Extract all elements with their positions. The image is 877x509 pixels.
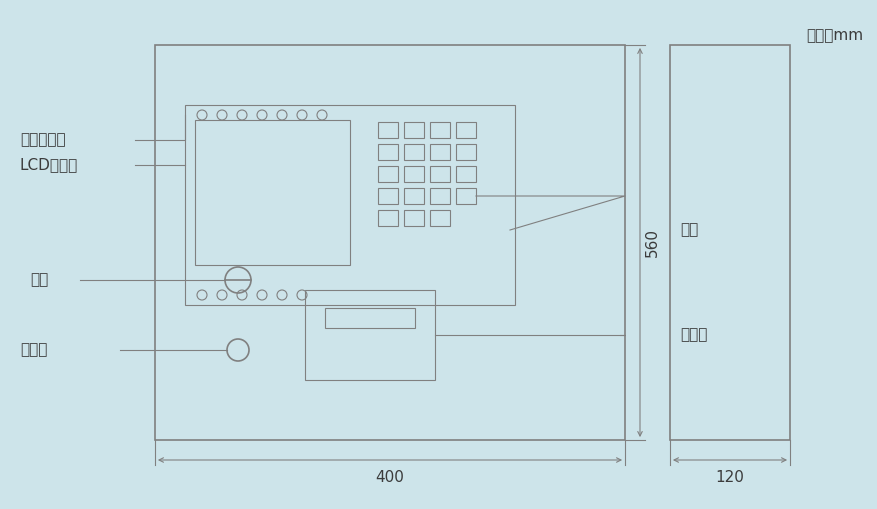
Bar xyxy=(403,210,424,226)
Text: 单位：mm: 单位：mm xyxy=(805,28,862,43)
Bar xyxy=(155,45,624,440)
Bar xyxy=(430,166,450,182)
Text: 扬声器: 扬声器 xyxy=(20,343,47,357)
Bar xyxy=(185,105,515,305)
Bar xyxy=(403,166,424,182)
Bar xyxy=(378,122,397,138)
Bar xyxy=(403,188,424,204)
Bar xyxy=(378,144,397,160)
Text: 打印机: 打印机 xyxy=(679,327,707,343)
Text: 400: 400 xyxy=(375,470,404,486)
Bar xyxy=(324,308,415,328)
Text: 560: 560 xyxy=(644,228,659,257)
Text: 键盘: 键盘 xyxy=(679,222,697,238)
Text: LCD显示屏: LCD显示屏 xyxy=(20,157,78,173)
Text: 状态指示灯: 状态指示灯 xyxy=(20,132,66,148)
Bar xyxy=(430,188,450,204)
Bar xyxy=(430,122,450,138)
Bar xyxy=(378,210,397,226)
Bar xyxy=(403,144,424,160)
Bar xyxy=(304,290,434,380)
Bar xyxy=(430,144,450,160)
Text: 锁扣: 锁扣 xyxy=(30,272,48,288)
Bar xyxy=(430,210,450,226)
Bar xyxy=(195,120,350,265)
Bar xyxy=(378,188,397,204)
Bar xyxy=(378,166,397,182)
Bar xyxy=(455,188,475,204)
Bar xyxy=(455,166,475,182)
Bar xyxy=(455,144,475,160)
Bar xyxy=(455,122,475,138)
Bar xyxy=(669,45,789,440)
Bar xyxy=(403,122,424,138)
Text: 120: 120 xyxy=(715,470,744,486)
